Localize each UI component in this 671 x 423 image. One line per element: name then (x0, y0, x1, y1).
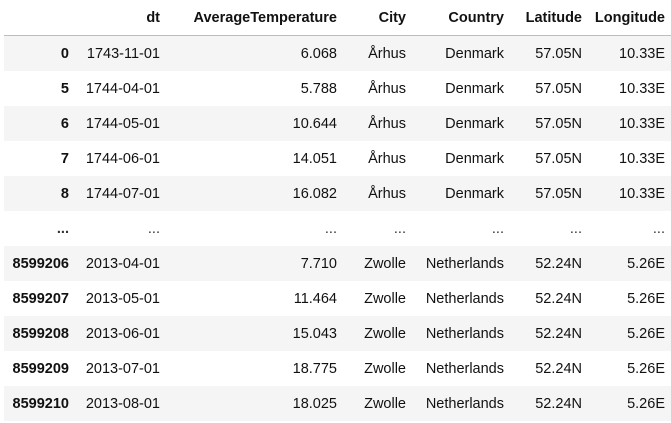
cell-average-temperature: 15.043 (292, 325, 337, 342)
cell-dt: 2013-08-01 (85, 395, 160, 412)
row-index: 6 (60, 115, 69, 132)
cell-dt: 1744-06-01 (85, 150, 160, 167)
row-index: 0 (60, 45, 69, 62)
table-row: 5 1744-04-01 5.788 Århus Denmark 57.05N … (4, 71, 671, 106)
cell-average-temperature: 7.710 (300, 255, 337, 272)
cell-country: Netherlands (425, 395, 504, 412)
table-row: 8599206 2013-04-01 7.710 Zwolle Netherla… (4, 246, 671, 281)
header-city: City (343, 0, 412, 36)
cell-city: Århus (368, 150, 406, 167)
cell-latitude: 57.05N (535, 150, 582, 167)
cell-longitude: 5.26E (627, 290, 665, 307)
cell-dt: ... (147, 220, 160, 237)
row-index: 8 (60, 185, 69, 202)
row-index: ... (56, 220, 69, 237)
cell-average-temperature: 6.068 (300, 45, 337, 62)
header-index (4, 0, 75, 36)
cell-country: Denmark (445, 115, 504, 132)
table-row: 8599210 2013-08-01 18.025 Zwolle Netherl… (4, 386, 671, 421)
cell-latitude: 52.24N (535, 325, 582, 342)
cell-average-temperature: 5.788 (300, 80, 337, 97)
cell-latitude: 57.05N (535, 45, 582, 62)
cell-average-temperature: ... (324, 220, 337, 237)
table-row: 8599207 2013-05-01 11.464 Zwolle Netherl… (4, 281, 671, 316)
cell-latitude: 57.05N (535, 115, 582, 132)
cell-country: Denmark (445, 45, 504, 62)
row-index: 7 (60, 150, 69, 167)
table-row: 6 1744-05-01 10.644 Århus Denmark 57.05N… (4, 106, 671, 141)
cell-average-temperature: 16.082 (292, 185, 337, 202)
cell-longitude: 10.33E (619, 80, 665, 97)
cell-average-temperature: 14.051 (292, 150, 337, 167)
cell-city: Zwolle (364, 290, 406, 307)
dataframe-table: dt AverageTemperature City Country Latit… (4, 0, 671, 421)
cell-city: Zwolle (364, 360, 406, 377)
cell-country: Netherlands (425, 290, 504, 307)
cell-longitude: 10.33E (619, 185, 665, 202)
cell-latitude: 57.05N (535, 80, 582, 97)
header-longitude: Longitude (588, 0, 671, 36)
cell-city: Århus (368, 185, 406, 202)
cell-country: Netherlands (425, 325, 504, 342)
cell-dt: 1744-05-01 (85, 115, 160, 132)
table-header: dt AverageTemperature City Country Latit… (4, 0, 671, 36)
cell-average-temperature: 11.464 (293, 290, 337, 307)
table-row: 7 1744-06-01 14.051 Århus Denmark 57.05N… (4, 141, 671, 176)
cell-longitude: ... (652, 220, 665, 237)
cell-country: Netherlands (425, 255, 504, 272)
cell-dt: 1744-04-01 (85, 80, 160, 97)
cell-dt: 1743-11-01 (86, 45, 160, 62)
cell-city: Århus (368, 45, 406, 62)
cell-city: Århus (368, 115, 406, 132)
row-index: 8599207 (12, 290, 69, 307)
cell-dt: 2013-05-01 (85, 290, 160, 307)
row-index: 8599208 (12, 325, 69, 342)
row-index: 8599209 (12, 360, 69, 377)
cell-latitude: 52.24N (535, 360, 582, 377)
cell-city: Zwolle (364, 325, 406, 342)
cell-city: Zwolle (364, 395, 406, 412)
cell-average-temperature: 10.644 (292, 115, 337, 132)
cell-country: Netherlands (425, 360, 504, 377)
table-row: 8599208 2013-06-01 15.043 Zwolle Netherl… (4, 316, 671, 351)
cell-latitude: 52.24N (535, 395, 582, 412)
header-latitude: Latitude (510, 0, 588, 36)
header-row: dt AverageTemperature City Country Latit… (4, 0, 671, 36)
cell-city: Zwolle (364, 255, 406, 272)
table-row: 8 1744-07-01 16.082 Århus Denmark 57.05N… (4, 176, 671, 211)
row-index: 8599206 (12, 255, 69, 272)
row-index: 8599210 (12, 395, 69, 412)
cell-country: Denmark (445, 185, 504, 202)
cell-longitude: 5.26E (627, 360, 665, 377)
table-row: 0 1743-11-01 6.068 Århus Denmark 57.05N … (4, 35, 671, 71)
header-dt: dt (75, 0, 166, 36)
table-body: 0 1743-11-01 6.068 Århus Denmark 57.05N … (4, 35, 671, 421)
header-country: Country (412, 0, 510, 36)
cell-longitude: 10.33E (619, 150, 665, 167)
cell-longitude: 10.33E (619, 115, 665, 132)
cell-country: ... (491, 220, 504, 237)
cell-longitude: 5.26E (627, 255, 665, 272)
cell-dt: 2013-06-01 (85, 325, 160, 342)
cell-longitude: 5.26E (627, 325, 665, 342)
cell-longitude: 5.26E (627, 395, 665, 412)
row-index: 5 (60, 80, 69, 97)
cell-latitude: 57.05N (535, 185, 582, 202)
cell-country: Denmark (445, 80, 504, 97)
table-row-ellipsis: ... ... ... ... ... ... ... (4, 211, 671, 246)
cell-dt: 2013-04-01 (85, 255, 160, 272)
cell-city: ... (393, 220, 406, 237)
table-row: 8599209 2013-07-01 18.775 Zwolle Netherl… (4, 351, 671, 386)
cell-city: Århus (368, 80, 406, 97)
cell-latitude: 52.24N (535, 290, 582, 307)
cell-latitude: 52.24N (535, 255, 582, 272)
cell-latitude: ... (569, 220, 582, 237)
cell-longitude: 10.33E (619, 45, 665, 62)
cell-country: Denmark (445, 150, 504, 167)
cell-dt: 2013-07-01 (85, 360, 160, 377)
cell-dt: 1744-07-01 (85, 185, 160, 202)
cell-average-temperature: 18.775 (292, 360, 337, 377)
cell-average-temperature: 18.025 (292, 395, 337, 412)
header-average-temperature: AverageTemperature (166, 0, 343, 36)
